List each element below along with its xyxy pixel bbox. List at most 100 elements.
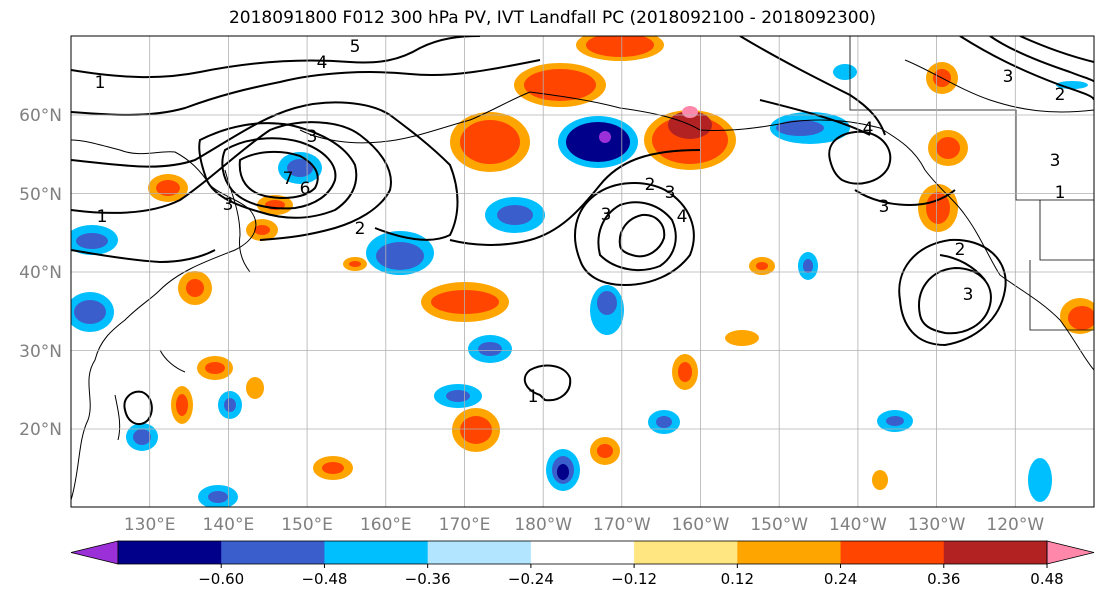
pv-blob (485, 197, 545, 233)
contour-label: 4 (677, 207, 688, 227)
gridlines (71, 36, 1094, 507)
pv-blob (366, 231, 434, 275)
colorbar-tick-label: 0.12 (721, 570, 754, 588)
contour-label: 3 (601, 205, 612, 225)
colorbar-frame (117, 540, 1048, 565)
colorbar-extend-max (1046, 540, 1095, 565)
contour-label: 3 (665, 183, 676, 203)
pv-blob (278, 152, 322, 184)
lon-label: 130°E (124, 515, 176, 535)
colorbar-segment (737, 541, 842, 564)
contour-label: 3 (307, 127, 318, 147)
lon-label: 170°E (439, 515, 491, 535)
ivt-contours (71, 36, 1094, 426)
pv-blob (452, 408, 500, 452)
colorbar-ticks: −0.60 −0.48 −0.36 −0.24 −0.12 0.12 0.24 0.36 0.4… (198, 564, 1064, 588)
pv-blob (514, 63, 606, 107)
colorbar-tick-label: 0.24 (824, 570, 857, 588)
pv-blob (71, 225, 118, 255)
pv-blob (798, 252, 818, 280)
pv-blob (343, 257, 367, 271)
map-title: 2018091800 F012 300 hPa PV, IVT Landfall… (228, 8, 876, 28)
colorbar-segment (427, 541, 532, 564)
pv-blob (126, 423, 158, 451)
pv-blob (421, 282, 509, 322)
pv-blob (546, 449, 580, 491)
colorbar-tick-label: −0.36 (405, 570, 451, 588)
colorbar-tick-label: −0.60 (198, 570, 244, 588)
colorbar-segment (943, 541, 1048, 564)
colorbar-tick-label: −0.12 (611, 570, 657, 588)
colorbar (70, 540, 1095, 565)
lon-label: 120°W (986, 515, 1044, 535)
pv-blob (872, 470, 888, 490)
pv-blob (197, 356, 233, 380)
pv-blob (590, 285, 624, 335)
lat-labels: 20°N 30°N 40°N 50°N 60°N (19, 106, 62, 440)
contour-label: 2 (355, 219, 366, 239)
pv-blob (1028, 458, 1052, 502)
lon-label: 160°E (360, 515, 412, 535)
contour-label: 4 (317, 53, 328, 73)
pv-blob (590, 437, 620, 465)
contour-label: 1 (1055, 183, 1066, 203)
pv-blob (576, 36, 664, 61)
contour-label: 5 (350, 37, 361, 57)
contour-label: 7 (283, 169, 294, 189)
contour-label: 6 (300, 179, 311, 199)
colorbar-tick-label: 0.48 (1030, 570, 1063, 588)
map-background (71, 36, 1094, 507)
pv-blob (218, 391, 242, 419)
lat-label: 20°N (19, 420, 62, 440)
colorbar-segment (221, 541, 325, 564)
pv-blob (877, 410, 913, 432)
colorbar-tick-label: −0.48 (301, 570, 347, 588)
pv-blob (198, 485, 238, 507)
pv-blob (770, 112, 850, 144)
pv-blob (672, 354, 698, 390)
contour-label: 3 (223, 195, 234, 215)
pv-blob (833, 64, 857, 80)
contour-label: 3 (879, 197, 890, 217)
contour-label: 2 (955, 240, 966, 260)
pv-blob (178, 271, 212, 305)
lon-label: 150°E (281, 515, 333, 535)
pv-blob (1060, 298, 1094, 334)
colorbar-tick-label: −0.24 (508, 570, 554, 588)
lon-label: 180°W (514, 515, 572, 535)
colorbar-segment (840, 541, 945, 564)
lat-label: 50°N (19, 185, 62, 205)
pv-blob (749, 257, 775, 275)
pv-blob (434, 384, 482, 408)
pv-blob (71, 292, 114, 332)
pv-blob (246, 219, 278, 241)
lon-label: 150°W (750, 515, 808, 535)
pv-blob (468, 335, 512, 363)
contour-label: 3 (1003, 67, 1014, 87)
contour-label: 3 (1050, 151, 1061, 171)
lon-label: 140°W (829, 515, 887, 535)
pv-blob (558, 116, 638, 168)
colorbar-extend-min (70, 540, 119, 565)
pv-anomaly-fills (71, 36, 1094, 507)
colorbar-tick-label: 0.36 (927, 570, 960, 588)
map-frame (70, 35, 1095, 508)
pv-blob (313, 456, 353, 480)
contour-label: 4 (863, 119, 874, 139)
pv-blob (171, 386, 193, 424)
lon-label: 170°W (593, 515, 651, 535)
contour-label: 2 (645, 175, 656, 195)
coastlines (71, 59, 1094, 501)
contour-label: 1 (97, 207, 108, 227)
lon-labels: 130°E 140°E 150°E 160°E 170°E 180°W 170°… (124, 515, 1045, 535)
contour-label: 3 (963, 285, 974, 305)
pv-blob (928, 130, 968, 166)
colorbar-segment (530, 541, 635, 564)
pv-blob (648, 410, 680, 434)
lat-label: 30°N (19, 342, 62, 362)
lon-label: 140°E (203, 515, 255, 535)
colorbar-segment (634, 541, 738, 564)
pv-blob (725, 330, 759, 346)
